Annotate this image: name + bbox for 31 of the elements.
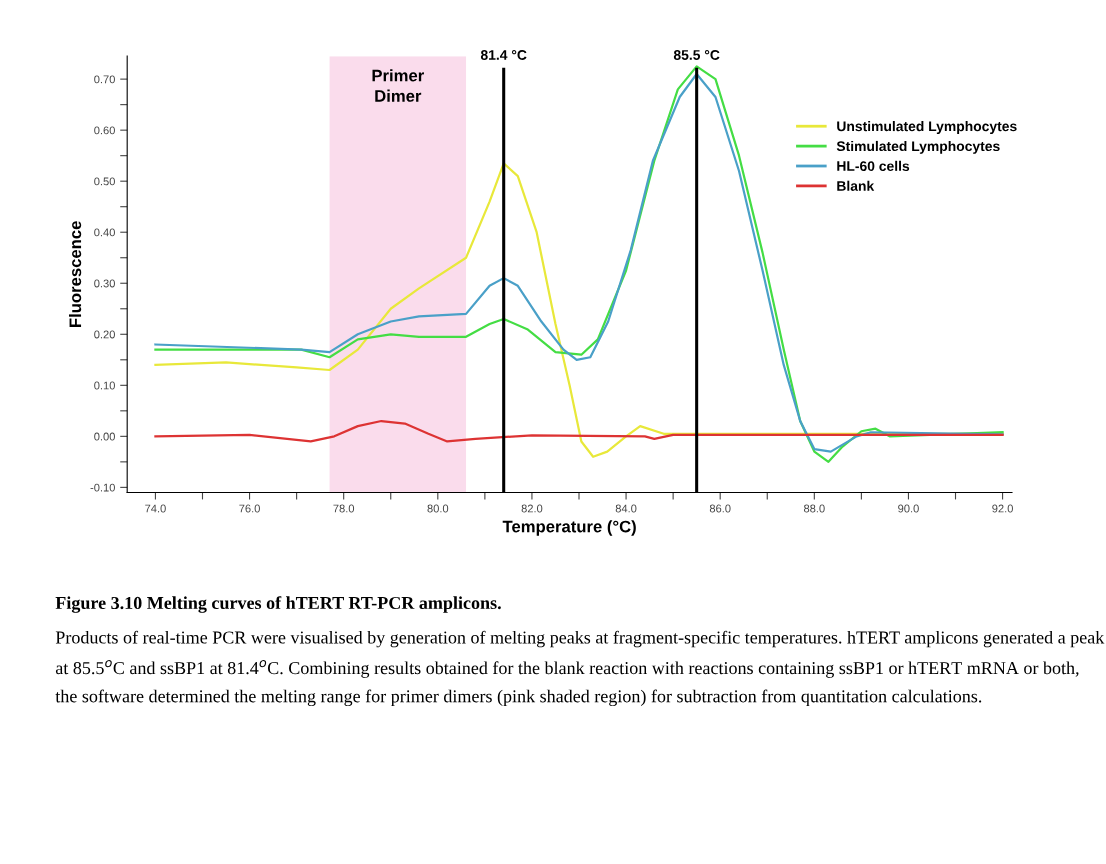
x-tick-label: 84.0	[615, 504, 637, 513]
x-tick-label: 90.0	[898, 504, 919, 513]
band-label: Primer Dimer	[372, 69, 424, 102]
line-series	[154, 419, 1004, 443]
x-tick-label: 78.0	[333, 504, 355, 513]
y-tick-label: 0.10	[94, 381, 115, 390]
legend-label: HL-60 cells	[837, 160, 910, 171]
ref-line-label: 85.5 °C	[673, 50, 720, 60]
y-tick-label: 0.40	[94, 228, 115, 237]
y-tick-label: 0.50	[94, 177, 115, 186]
y-tick-label: 0.30	[94, 279, 115, 288]
y-tick-label: 0.00	[94, 432, 115, 441]
x-tick-label: 88.0	[803, 504, 825, 513]
y-axis-title: Fluorescence	[68, 221, 82, 327]
x-tick-label: 82.0	[521, 504, 543, 513]
text: Products of real-time PCR were visualised by generation of melting peaks at fragment-specific temperatures. hTERT amplicons generated a peak at 85.5$^{o}$C and ssBP1 at 81.4$^{o}$C. Combining results obtained for the blank reaction with reactions containing ssBP1 or hTERT mRNA or both, the software determined the melting range for primer dimers (pink shaded region) for subtraction from quantitation calculations.	[55, 630, 1105, 707]
y-tick-label: 0.60	[94, 126, 115, 135]
legend-label: Unstimulated Lymphocytes	[837, 121, 1017, 134]
y-tick-label: 0.70	[94, 75, 115, 84]
y-tick-label: -0.10	[90, 483, 115, 492]
legend-label: Stimulated Lymphocytes	[836, 140, 1000, 154]
text: Figure 3.10 Melting curves of hTERT RT-PCR amplicons.	[55, 596, 501, 613]
x-tick-label: 86.0	[709, 504, 731, 513]
x-tick-label: 76.0	[239, 504, 260, 513]
x-axis-title: Temperature (°C)	[502, 520, 636, 536]
y-tick-label: 0.20	[94, 330, 115, 339]
x-tick-label: 80.0	[427, 504, 449, 513]
ref-line-label: 81.4 °C	[480, 50, 527, 60]
x-tick-label: 74.0	[145, 504, 166, 513]
legend-label: Blank	[837, 180, 875, 191]
x-tick-label: 92.0	[992, 504, 1013, 513]
